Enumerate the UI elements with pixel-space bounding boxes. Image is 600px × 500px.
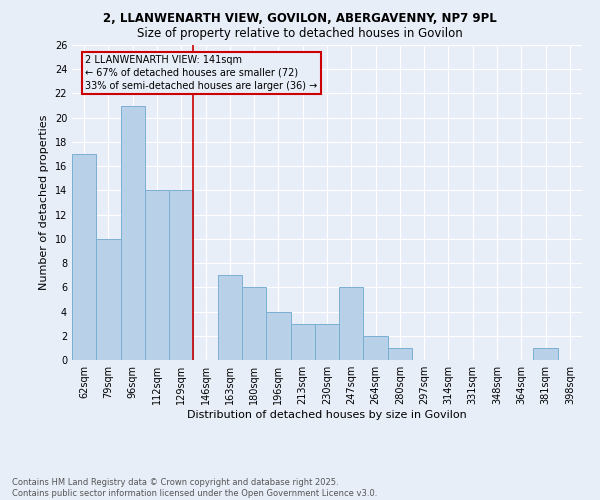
Text: 2 LLANWENARTH VIEW: 141sqm
← 67% of detached houses are smaller (72)
33% of semi: 2 LLANWENARTH VIEW: 141sqm ← 67% of deta… bbox=[85, 54, 317, 91]
Y-axis label: Number of detached properties: Number of detached properties bbox=[39, 115, 49, 290]
Bar bbox=[266, 312, 290, 360]
Bar bbox=[145, 190, 169, 360]
Bar bbox=[242, 288, 266, 360]
Bar bbox=[218, 275, 242, 360]
Bar bbox=[339, 288, 364, 360]
Bar bbox=[315, 324, 339, 360]
Bar bbox=[290, 324, 315, 360]
Text: Contains HM Land Registry data © Crown copyright and database right 2025.
Contai: Contains HM Land Registry data © Crown c… bbox=[12, 478, 377, 498]
Bar bbox=[169, 190, 193, 360]
Bar bbox=[96, 239, 121, 360]
Bar bbox=[533, 348, 558, 360]
X-axis label: Distribution of detached houses by size in Govilon: Distribution of detached houses by size … bbox=[187, 410, 467, 420]
Text: 2, LLANWENARTH VIEW, GOVILON, ABERGAVENNY, NP7 9PL: 2, LLANWENARTH VIEW, GOVILON, ABERGAVENN… bbox=[103, 12, 497, 26]
Bar bbox=[121, 106, 145, 360]
Bar bbox=[388, 348, 412, 360]
Text: Size of property relative to detached houses in Govilon: Size of property relative to detached ho… bbox=[137, 28, 463, 40]
Bar bbox=[72, 154, 96, 360]
Bar bbox=[364, 336, 388, 360]
